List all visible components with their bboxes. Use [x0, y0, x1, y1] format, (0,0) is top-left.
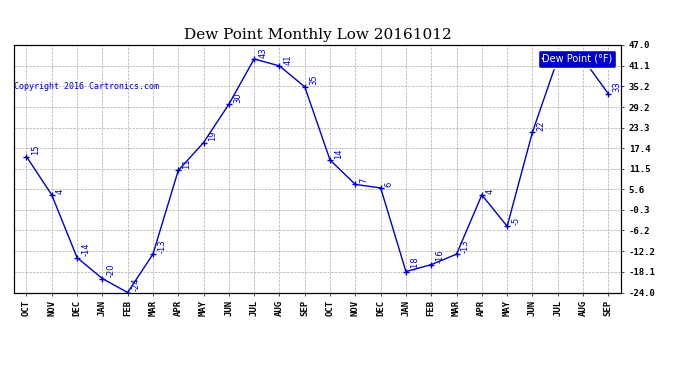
Text: 4: 4 — [486, 188, 495, 194]
Text: -24: -24 — [132, 278, 141, 291]
Text: 35: 35 — [309, 75, 318, 86]
Text: 22: 22 — [537, 120, 546, 131]
Text: 7: 7 — [359, 178, 368, 183]
Text: -20: -20 — [106, 264, 115, 277]
Text: 30: 30 — [233, 92, 242, 103]
Text: -18: -18 — [410, 256, 419, 270]
Title: Dew Point Monthly Low 20161012: Dew Point Monthly Low 20161012 — [184, 28, 451, 42]
Legend: Dew Point (°F): Dew Point (°F) — [538, 50, 616, 68]
Text: 6: 6 — [385, 181, 394, 186]
Text: 11: 11 — [182, 159, 191, 169]
Text: -16: -16 — [435, 250, 444, 263]
Text: 43: 43 — [258, 47, 267, 57]
Text: 43: 43 — [562, 47, 571, 57]
Text: 15: 15 — [30, 145, 39, 155]
Text: 33: 33 — [613, 82, 622, 92]
Text: 4: 4 — [56, 188, 65, 194]
Text: Copyright 2016 Cartronics.com: Copyright 2016 Cartronics.com — [14, 82, 159, 91]
Text: 41: 41 — [284, 54, 293, 64]
Text: 14: 14 — [334, 148, 343, 159]
Text: -14: -14 — [81, 243, 90, 256]
Text: 19: 19 — [208, 131, 217, 141]
Text: -13: -13 — [461, 239, 470, 253]
Text: 43: 43 — [587, 47, 596, 57]
Text: -13: -13 — [157, 239, 166, 253]
Text: -5: -5 — [511, 217, 520, 225]
